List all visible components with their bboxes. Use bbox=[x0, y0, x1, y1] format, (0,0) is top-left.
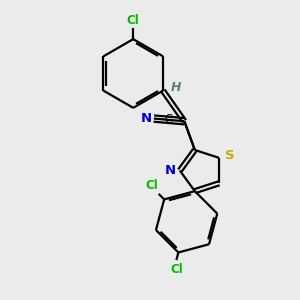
Text: Cl: Cl bbox=[127, 14, 140, 27]
Text: N: N bbox=[141, 112, 152, 125]
Text: Cl: Cl bbox=[170, 263, 183, 276]
Text: S: S bbox=[225, 149, 235, 163]
Text: C: C bbox=[164, 113, 172, 126]
Text: N: N bbox=[164, 164, 175, 177]
Text: H: H bbox=[171, 81, 182, 94]
Text: Cl: Cl bbox=[146, 179, 158, 192]
